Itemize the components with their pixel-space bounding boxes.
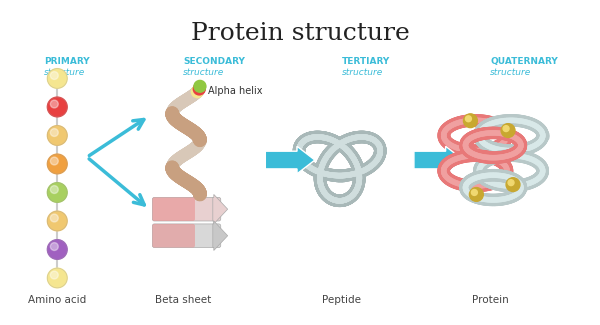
Text: structure: structure (183, 68, 224, 77)
Circle shape (503, 126, 509, 132)
Circle shape (47, 154, 67, 174)
Circle shape (50, 214, 58, 222)
Circle shape (194, 80, 206, 92)
Circle shape (50, 129, 58, 136)
FancyArrow shape (213, 221, 227, 251)
Circle shape (47, 97, 67, 117)
Text: SECONDARY: SECONDARY (183, 57, 245, 66)
Text: Beta sheet: Beta sheet (155, 294, 211, 305)
FancyBboxPatch shape (152, 224, 221, 248)
Text: Peptide: Peptide (322, 294, 361, 305)
Text: structure: structure (490, 68, 532, 77)
Circle shape (466, 116, 472, 122)
Text: Protein: Protein (472, 294, 509, 305)
Text: QUATERNARY: QUATERNARY (490, 57, 558, 66)
Circle shape (191, 86, 203, 97)
Circle shape (506, 178, 520, 191)
Circle shape (50, 242, 58, 251)
Text: structure: structure (44, 68, 86, 77)
Circle shape (47, 268, 67, 288)
Text: structure: structure (341, 68, 383, 77)
Circle shape (501, 124, 515, 137)
Circle shape (463, 114, 478, 128)
Circle shape (469, 188, 483, 201)
Circle shape (50, 271, 58, 279)
FancyBboxPatch shape (152, 197, 195, 221)
Text: TERTIARY: TERTIARY (341, 57, 390, 66)
Circle shape (50, 72, 58, 79)
Circle shape (47, 183, 67, 202)
Circle shape (50, 100, 58, 108)
Circle shape (50, 157, 58, 165)
Circle shape (193, 83, 205, 95)
Circle shape (508, 180, 514, 186)
Text: Protein structure: Protein structure (191, 22, 409, 46)
FancyBboxPatch shape (152, 197, 221, 221)
Circle shape (47, 240, 67, 259)
Circle shape (47, 126, 67, 145)
Text: PRIMARY: PRIMARY (44, 57, 90, 66)
Text: Alpha helix: Alpha helix (208, 86, 262, 96)
FancyArrow shape (414, 146, 463, 174)
FancyArrow shape (265, 146, 315, 174)
Text: Amino acid: Amino acid (28, 294, 86, 305)
FancyArrow shape (213, 194, 227, 224)
Circle shape (47, 211, 67, 231)
Circle shape (472, 189, 478, 195)
Circle shape (47, 69, 67, 88)
FancyBboxPatch shape (152, 224, 195, 248)
Circle shape (50, 186, 58, 193)
